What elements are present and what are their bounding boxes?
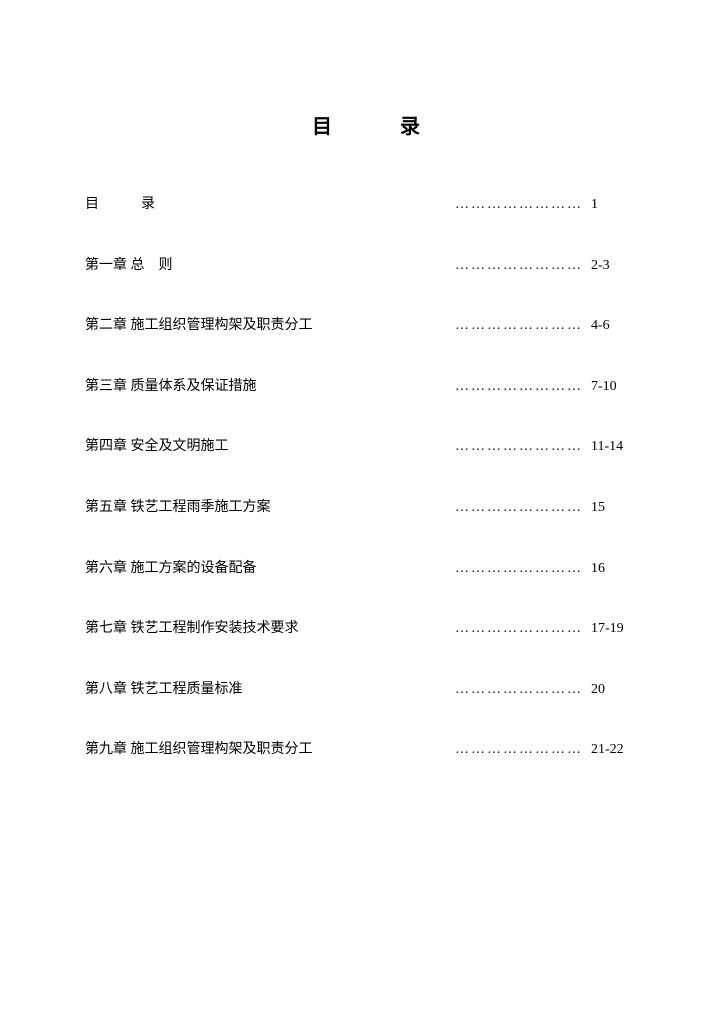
toc-row: 第二章 施工组织管理构架及职责分工 …………………… 4-6 [85,316,641,336]
toc-dots: …………………… [455,619,583,639]
toc-chapter-label: 第四章 安全及文明施工 [85,437,229,457]
page-title: 目 录 [115,110,641,139]
toc-page-number: 15 [591,498,641,518]
toc-page-number: 11-14 [591,437,641,457]
toc-page-number: 1 [591,195,641,215]
page-container: 目 录 目 录 …………………… 1 第一章 总 则 …………………… 2-3 … [0,0,726,820]
toc-chapter-label: 第七章 铁艺工程制作安装技术要求 [85,619,299,639]
toc-row: 第四章 安全及文明施工 …………………… 11-14 [85,437,641,457]
toc-page-number: 16 [591,559,641,579]
table-of-contents: 目 录 …………………… 1 第一章 总 则 …………………… 2-3 第二章 … [85,195,641,760]
toc-dots: …………………… [455,498,583,518]
toc-page-number: 2-3 [591,256,641,276]
toc-dots: …………………… [455,437,583,457]
toc-dots: …………………… [455,680,583,700]
toc-page-number: 21-22 [591,740,641,760]
toc-row: 第一章 总 则 …………………… 2-3 [85,256,641,276]
toc-row: 第三章 质量体系及保证措施 …………………… 7-10 [85,377,641,397]
toc-page-number: 17-19 [591,619,641,639]
toc-row: 第六章 施工方案的设备配备 …………………… 16 [85,559,641,579]
toc-page-number: 20 [591,680,641,700]
toc-row: 第七章 铁艺工程制作安装技术要求 …………………… 17-19 [85,619,641,639]
toc-dots: …………………… [455,316,583,336]
toc-page-number: 7-10 [591,377,641,397]
toc-dots: …………………… [455,195,583,215]
toc-row: 第五章 铁艺工程雨季施工方案 …………………… 15 [85,498,641,518]
toc-dots: …………………… [455,740,583,760]
toc-row: 第八章 铁艺工程质量标准 …………………… 20 [85,680,641,700]
toc-row: 目 录 …………………… 1 [85,195,641,215]
toc-row: 第九章 施工组织管理构架及职责分工 …………………… 21-22 [85,740,641,760]
toc-chapter-label: 第九章 施工组织管理构架及职责分工 [85,740,313,760]
toc-dots: …………………… [455,559,583,579]
toc-chapter-label: 第八章 铁艺工程质量标准 [85,680,243,700]
toc-chapter-label: 第一章 总 则 [85,256,173,276]
toc-chapter-label: 第二章 施工组织管理构架及职责分工 [85,316,313,336]
toc-chapter-label: 目 录 [85,195,155,215]
toc-chapter-label: 第三章 质量体系及保证措施 [85,377,257,397]
toc-page-number: 4-6 [591,316,641,336]
toc-chapter-label: 第六章 施工方案的设备配备 [85,559,257,579]
toc-chapter-label: 第五章 铁艺工程雨季施工方案 [85,498,271,518]
toc-dots: …………………… [455,256,583,276]
toc-dots: …………………… [455,377,583,397]
